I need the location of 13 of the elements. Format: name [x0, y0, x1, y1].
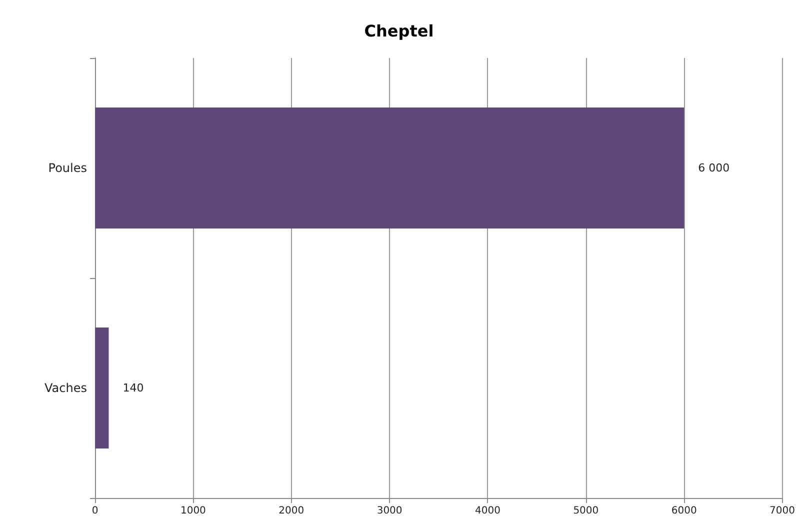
- chart-title: Cheptel: [364, 22, 434, 40]
- y-tick-label: Vaches: [44, 381, 87, 395]
- x-tick-label: 7000: [770, 506, 795, 516]
- data-label: 6 000: [698, 162, 730, 174]
- x-tick-label: 5000: [573, 506, 599, 516]
- x-tick-label: 1000: [180, 506, 206, 516]
- x-tick-label: 2000: [278, 506, 304, 516]
- x-tick-label: 3000: [376, 506, 402, 516]
- data-label: 140: [122, 382, 144, 394]
- x-tick-label: 4000: [475, 506, 500, 516]
- y-tick-label: Poules: [48, 161, 87, 175]
- x-tick-label: 6000: [671, 506, 697, 516]
- x-tick-label: 0: [92, 506, 98, 516]
